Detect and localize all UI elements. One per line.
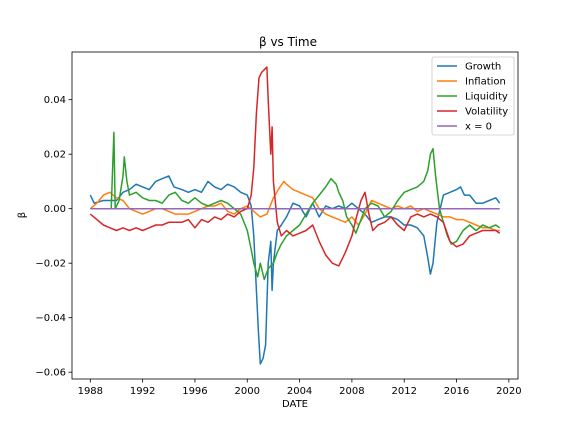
legend-label: Volatility bbox=[465, 107, 508, 118]
legend-label: Inflation bbox=[465, 77, 506, 88]
x-tick-label: 2004 bbox=[287, 386, 312, 397]
x-tick-label: 1992 bbox=[130, 386, 155, 397]
x-tick-label: 2012 bbox=[391, 386, 416, 397]
x-tick-label: 2000 bbox=[235, 386, 260, 397]
y-tick-label: −0.02 bbox=[35, 259, 66, 270]
legend-box bbox=[431, 56, 515, 136]
plot-frame bbox=[71, 51, 519, 380]
y-tick-label: 0.00 bbox=[44, 204, 66, 215]
y-tick-label: 0.04 bbox=[44, 95, 66, 106]
x-tick-label: 2008 bbox=[339, 386, 364, 397]
x-tick-label: 1988 bbox=[78, 386, 103, 397]
legend: Growth Inflation Liquidity Volatility x = 0 bbox=[431, 56, 515, 136]
x-tick-label: 2020 bbox=[496, 386, 521, 397]
legend-label: Growth bbox=[465, 62, 501, 73]
y-tick-label: −0.04 bbox=[35, 313, 66, 324]
x-tick-label: 2016 bbox=[444, 386, 469, 397]
y-tick-label: −0.06 bbox=[35, 368, 66, 379]
series-line-0 bbox=[89, 175, 501, 365]
x-axis-title: DATE bbox=[282, 399, 308, 410]
y-axis: −0.06 −0.04 −0.02 0.00 0.02 0.04 bbox=[35, 95, 72, 379]
x-tick-label: 1996 bbox=[182, 386, 207, 397]
legend-label: Liquidity bbox=[465, 92, 508, 103]
chart-title: β vs Time bbox=[259, 35, 317, 49]
x-axis: 1988 1992 1996 2000 2004 2008 2012 2016 2020 bbox=[78, 379, 522, 397]
series-line-1 bbox=[89, 180, 500, 232]
y-tick-label: 0.02 bbox=[44, 150, 66, 161]
series-line-2 bbox=[90, 131, 501, 281]
series-layer bbox=[89, 66, 501, 365]
series-line-3 bbox=[89, 66, 501, 267]
legend-label: x = 0 bbox=[465, 122, 492, 133]
y-axis-title: β bbox=[17, 212, 28, 218]
